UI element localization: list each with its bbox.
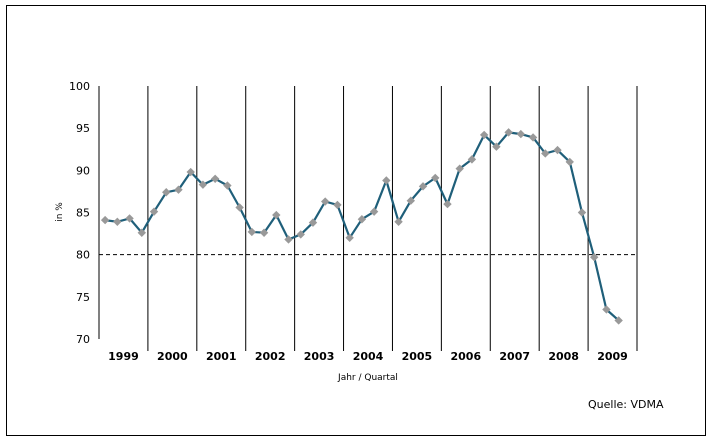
year-label: 2004 <box>353 350 384 363</box>
data-point <box>113 217 122 226</box>
y-tick-label: 90 <box>76 164 90 177</box>
data-point <box>418 182 428 191</box>
data-point <box>455 164 464 173</box>
year-label: 2000 <box>157 350 188 363</box>
x-axis-years: 1999 2000 2001 2002 2003 2004 2005 2006 2007 2008… <box>108 350 628 363</box>
data-point <box>186 167 195 177</box>
y-tick-label: 100 <box>69 80 90 93</box>
data-point <box>321 197 330 206</box>
data-point <box>479 130 489 140</box>
chart-frame <box>6 5 706 436</box>
data-point <box>174 185 183 194</box>
year-label: 2007 <box>499 350 530 363</box>
x-axis-label: Jahr / Quartal <box>337 373 398 383</box>
data-point <box>223 181 232 190</box>
data-point <box>602 305 611 314</box>
y-axis-label: in % <box>55 202 65 222</box>
data-point <box>382 176 391 185</box>
data-point <box>577 208 587 217</box>
data-point <box>272 210 281 220</box>
y-tick-label: 70 <box>76 333 90 346</box>
year-label: 2005 <box>402 350 433 363</box>
y-tick-label: 80 <box>76 249 90 262</box>
year-label: 2006 <box>451 350 482 363</box>
data-point <box>308 218 318 227</box>
data-point <box>137 228 146 237</box>
data-point <box>198 180 208 189</box>
data-point <box>369 207 379 216</box>
data-point <box>504 128 513 137</box>
data-point <box>553 145 562 155</box>
grid <box>98 86 638 351</box>
data-point <box>541 149 550 158</box>
data-point <box>357 215 367 224</box>
data-point <box>284 235 293 244</box>
data-point <box>394 217 403 226</box>
data-point <box>614 316 623 325</box>
year-label: 2003 <box>304 350 335 363</box>
year-label: 1999 <box>108 350 139 363</box>
data-point <box>565 157 574 167</box>
year-label: 2002 <box>255 350 286 363</box>
y-tick-label: 75 <box>76 291 90 304</box>
source-label: Quelle: VDMA <box>588 398 664 411</box>
data-point <box>100 215 110 225</box>
data-point <box>210 174 220 183</box>
data-point <box>528 133 538 142</box>
data-point <box>333 200 342 210</box>
data-point <box>590 252 599 262</box>
data-point <box>162 188 171 197</box>
data-point <box>467 155 477 164</box>
data-point <box>492 142 501 151</box>
year-label: 2001 <box>206 350 237 363</box>
data-point <box>406 196 415 205</box>
y-tick-label: 85 <box>76 207 90 220</box>
data-point <box>296 230 305 239</box>
data-point <box>125 214 134 223</box>
y-tick-label: 95 <box>76 122 90 135</box>
series-markers <box>100 128 623 325</box>
series-line <box>104 131 620 322</box>
data-point <box>149 207 159 216</box>
data-point <box>516 129 526 139</box>
year-label: 2008 <box>548 350 579 363</box>
y-axis-ticks: 70 75 80 85 90 95 100 <box>69 80 90 346</box>
data-point <box>431 173 440 183</box>
data-point <box>259 228 269 237</box>
data-point <box>345 233 354 242</box>
data-point <box>235 203 244 212</box>
data-point <box>247 227 257 237</box>
year-label: 2009 <box>597 350 628 363</box>
data-point <box>443 199 452 209</box>
